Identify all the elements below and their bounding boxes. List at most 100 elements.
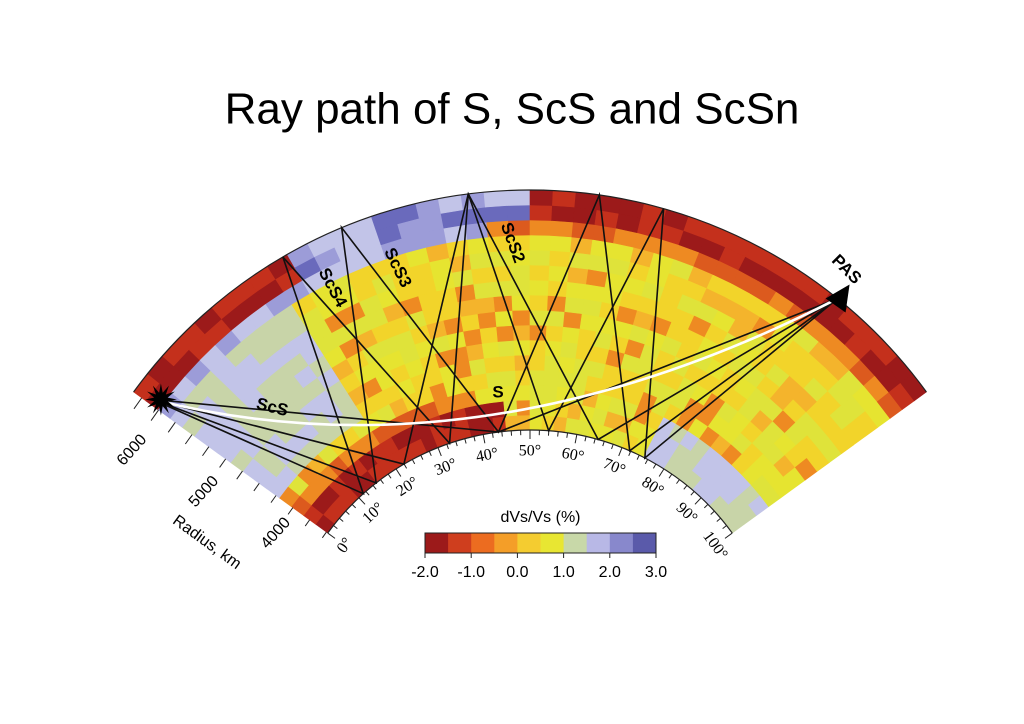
angle-tick [658, 468, 665, 477]
field-cell [511, 294, 531, 311]
s-ray [152, 297, 839, 427]
colorbar-cell [609, 533, 634, 553]
colorbar-cell [517, 533, 541, 553]
field-cell [512, 309, 531, 326]
angle-tick [420, 454, 424, 460]
slide-title: Ray path of S, ScS and ScSn [225, 85, 800, 134]
angle-tick [722, 525, 727, 530]
colorbar-tick-label: 2.0 [599, 564, 621, 581]
angle-tick [710, 510, 715, 515]
angle-tick [395, 468, 402, 477]
angle-tick [724, 532, 733, 539]
angle-tick [628, 450, 632, 456]
field-cell [471, 266, 493, 285]
field-cell [549, 235, 573, 253]
field-cell [465, 343, 485, 362]
angle-tick [574, 434, 578, 444]
angle-tick [602, 441, 605, 447]
field-cell [575, 343, 595, 362]
angle-tick [339, 517, 344, 522]
angle-label: 100° [699, 528, 731, 563]
field-cell [483, 190, 508, 208]
angle-label: 80° [639, 474, 667, 500]
field-cell [477, 311, 497, 329]
radius-tick [219, 458, 227, 468]
field-cell [549, 250, 571, 268]
field-cell [570, 236, 594, 255]
colorbar-tick-label: 1.0 [552, 564, 574, 581]
station-label: PAS [828, 251, 865, 288]
radius-tick [133, 397, 143, 410]
station-triangle [825, 284, 850, 313]
radius-tick [287, 507, 294, 515]
field-cell [496, 325, 515, 342]
field-cell [529, 189, 554, 206]
field-cell [565, 281, 587, 300]
radius-label: 5000 [186, 473, 223, 511]
angle-tick [327, 532, 336, 539]
colorbar-tick-label: -2.0 [411, 564, 439, 581]
radius-label: 4000 [258, 514, 295, 552]
angle-tick [464, 438, 467, 444]
angle-tick [345, 510, 350, 515]
angle-tick [428, 450, 432, 456]
field-cell [529, 294, 549, 311]
radius-tick [304, 519, 311, 527]
field-cell [515, 369, 531, 386]
angle-tick [372, 485, 377, 490]
angle-tick [584, 436, 587, 442]
field-cell [567, 266, 589, 285]
field-cell [542, 385, 559, 402]
angle-tick [491, 432, 494, 438]
field-cell [484, 205, 509, 223]
field-cell [481, 341, 500, 359]
colorbar-tick-label: 3.0 [645, 564, 667, 581]
source-star [144, 383, 177, 416]
angle-tick [716, 517, 721, 522]
angle-tick [482, 434, 486, 444]
field-cell [507, 204, 531, 221]
angle-label: 30° [432, 455, 459, 479]
angle-tick [676, 479, 680, 484]
angle-tick [618, 447, 623, 457]
angle-tick [437, 447, 442, 457]
scs-ray [152, 193, 839, 496]
ray-label: S [492, 382, 503, 401]
angle-tick [411, 459, 416, 465]
outer-boundary [133, 189, 927, 393]
angle-label: 0° [334, 535, 356, 557]
colorbar-frame [424, 532, 657, 554]
ray-paths [144, 191, 850, 496]
angle-tick [694, 497, 702, 505]
colorbar-cell [632, 533, 657, 553]
field-cell [529, 234, 552, 251]
field-cell [550, 220, 574, 238]
angle-tick [652, 463, 657, 469]
field-cell [529, 219, 552, 236]
field-cell [506, 189, 531, 206]
colorbar-label: dVs/Vs (%) [500, 509, 580, 526]
radius-title: Radius, km [169, 512, 244, 573]
field-cell [471, 372, 489, 391]
colorbar-tick-label: 0.0 [506, 564, 528, 581]
angle-tick [566, 432, 569, 438]
angle-tick [446, 444, 449, 450]
velocity-field [133, 189, 927, 539]
radius-tick [150, 409, 159, 421]
angle-tick [636, 454, 640, 460]
angle-tick [668, 473, 673, 479]
radius-tick [236, 470, 243, 480]
field-cell [463, 328, 483, 347]
radius-tick [270, 495, 277, 503]
field-cell [564, 296, 585, 315]
colorbar-cell [471, 533, 495, 553]
field-cell [483, 356, 502, 374]
scs-ray [152, 191, 839, 485]
colorbar-cell [494, 533, 518, 553]
angle-tick [351, 503, 357, 509]
angle-tick [333, 525, 338, 530]
angle-label: 70° [601, 455, 628, 479]
field-cell [529, 204, 553, 221]
radius-tick [202, 446, 210, 457]
